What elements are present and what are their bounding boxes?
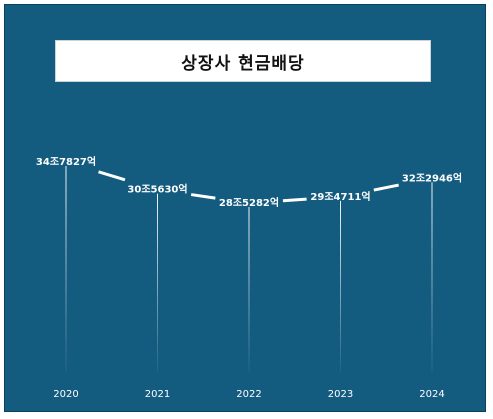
- x-tick-2020: 2020: [53, 389, 78, 400]
- data-label-2023: 29조4711억: [310, 191, 370, 203]
- value-stem-2024: [431, 182, 433, 372]
- chart-frame: 상장사 현금배당 34조7827억 30조5630억 28조5282억 29조4711…: [4, 4, 486, 412]
- x-tick-2024: 2024: [419, 389, 444, 400]
- line-segment-2020-2021: [98, 170, 126, 182]
- value-stems: [65, 166, 433, 372]
- line-segment-2022-2023: [282, 197, 307, 203]
- value-stem-2022: [248, 207, 250, 372]
- x-tick-2023: 2023: [328, 389, 353, 400]
- data-label-2020: 34조7827억: [36, 156, 96, 168]
- value-stem-2021: [157, 193, 158, 372]
- data-label-2024: 32조2946억: [402, 172, 462, 184]
- value-stem-2020: [65, 166, 67, 372]
- x-tick-2022: 2022: [236, 389, 261, 400]
- chart-title: 상장사 현금배당: [181, 53, 305, 74]
- x-axis-ticks: 2020 2021 2022 2023 2024: [53, 389, 444, 400]
- series-line: [98, 170, 399, 203]
- data-label-2022: 28조5282억: [219, 197, 279, 209]
- data-labels: 34조7827억 30조5630억 28조5282억 29조4711억 32조2946억: [36, 156, 462, 209]
- line-chart: 34조7827억 30조5630억 28조5282억 29조4711억 32조2946억…: [36, 156, 462, 400]
- x-tick-2021: 2021: [145, 389, 170, 400]
- value-stem-2023: [340, 200, 341, 372]
- chart-title-box: 상장사 현금배당: [55, 40, 431, 82]
- line-segment-2021-2022: [190, 193, 216, 200]
- line-segment-2023-2024: [373, 183, 399, 192]
- data-label-2021: 30조5630억: [127, 184, 187, 196]
